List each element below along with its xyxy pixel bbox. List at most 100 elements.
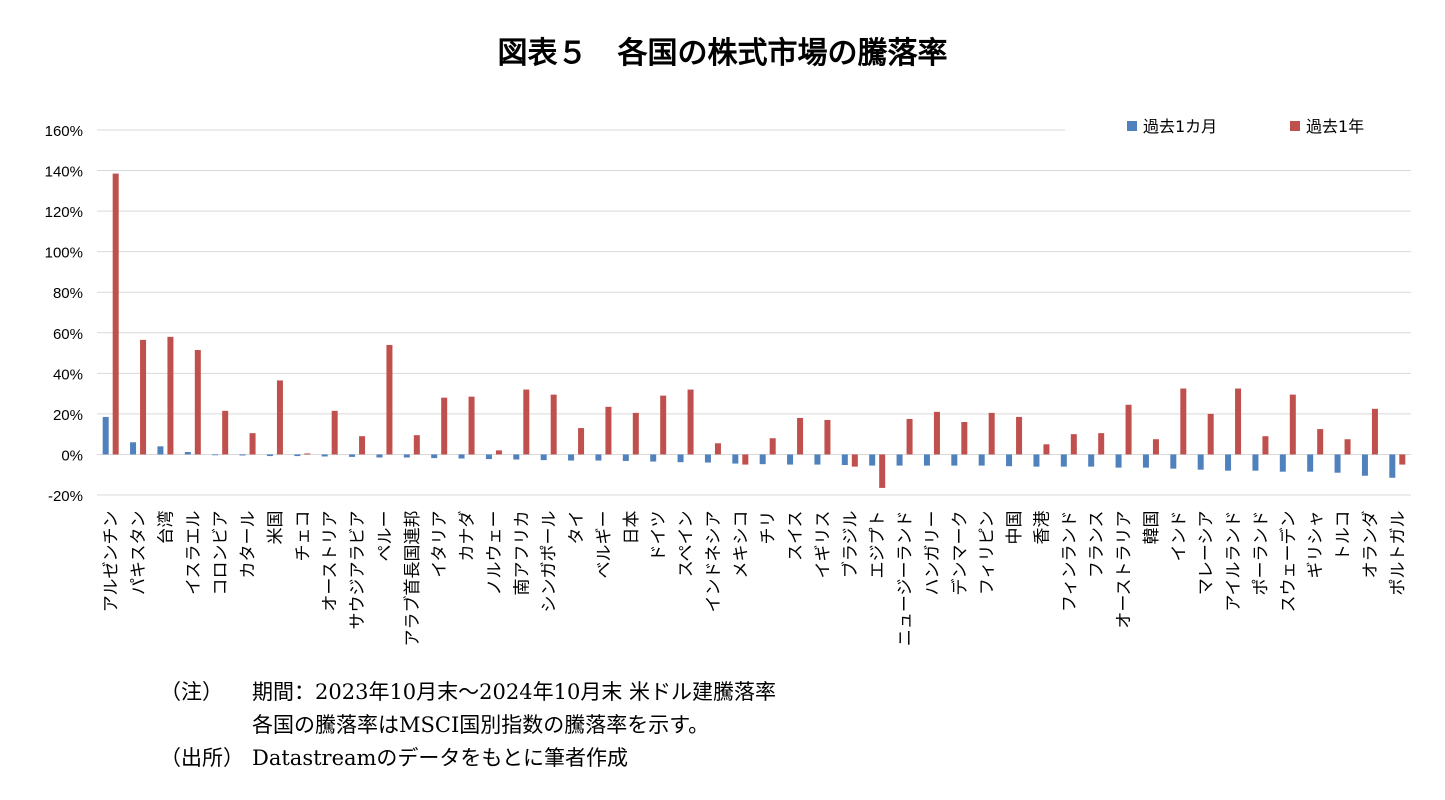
bar-1year	[687, 389, 694, 455]
x-tick-label: ポーランド	[1251, 510, 1271, 595]
bar-1year	[249, 433, 256, 455]
x-tick-label: イタリア	[430, 510, 450, 577]
bar-1year	[988, 412, 995, 455]
x-tick-label: インド	[1169, 510, 1189, 561]
bar-1month	[431, 454, 438, 459]
note-description: 各国の騰落率はMSCI国別指数の騰落率を示す。	[252, 713, 710, 737]
bar-1year	[1152, 439, 1159, 455]
bar-1year	[359, 436, 366, 455]
bar-1month	[540, 454, 547, 461]
bar-1year	[1016, 416, 1023, 455]
bar-1month	[923, 454, 930, 466]
x-tick-label: オーストラリア	[1115, 510, 1135, 628]
x-tick-label: 中国	[1005, 510, 1025, 544]
x-tick-label: トルコ	[1334, 510, 1354, 561]
bar-1year	[769, 438, 776, 455]
gridlines	[97, 129, 1411, 496]
bar-1year	[386, 344, 393, 455]
bar-1month	[978, 454, 985, 466]
source-text: Datastreamのデータをもとに筆者作成	[252, 746, 629, 770]
bar-1year	[1262, 436, 1269, 455]
x-tick-label: ニュージーランド	[896, 510, 916, 646]
bar-1month	[1115, 454, 1122, 468]
x-tick-label: フランス	[1087, 510, 1107, 578]
bar-1year	[879, 454, 886, 488]
x-tick-label: カナダ	[458, 510, 478, 561]
x-tick-label: スペイン	[677, 510, 697, 577]
x-tick-label: アラブ首長国連邦	[402, 510, 423, 646]
bar-1month	[841, 454, 848, 465]
x-tick-label: オーストリア	[321, 510, 341, 611]
bar-1year	[714, 443, 721, 455]
legend-label: 過去1カ月	[1143, 117, 1217, 136]
bar-1year	[1317, 429, 1324, 455]
x-tick-label: エジプト	[868, 510, 888, 578]
x-tick-label: インドネシア	[704, 510, 724, 612]
bar-1month	[1307, 454, 1314, 472]
bar-1year	[167, 336, 174, 455]
bar-1year	[961, 422, 968, 455]
bar-1month	[1170, 454, 1177, 469]
x-tick-label: フィンランド	[1060, 510, 1080, 612]
bar-1year	[441, 397, 448, 455]
x-tick-label: ドイツ	[649, 510, 669, 561]
bar-chart: -20% 0% 20% 40% 60% 80% 100% 120% 140% 160% アルゼンチ…	[45, 117, 1411, 646]
bar-1year	[797, 417, 804, 455]
bar-1month	[458, 454, 465, 459]
bar-1month	[403, 454, 410, 458]
bar-1month	[1006, 454, 1013, 467]
bar-1year	[851, 454, 858, 467]
bar-1year	[304, 453, 311, 455]
x-tick-label: ブラジル	[840, 510, 861, 578]
note-label: （注）	[160, 680, 223, 704]
x-tick-label: 米国	[266, 510, 286, 544]
legend-label: 過去1年	[1306, 117, 1364, 136]
x-tick-label: ポルトガル	[1388, 510, 1408, 595]
bar-1year	[495, 450, 502, 455]
y-tick-label: 0%	[61, 447, 83, 464]
bar-1year	[1125, 404, 1132, 455]
bar-1month	[622, 454, 629, 461]
x-tick-label: マレーシア	[1197, 510, 1217, 595]
x-tick-label: サウジアラビア	[348, 510, 368, 629]
bar-1year	[933, 411, 940, 455]
bar-1month	[595, 454, 602, 461]
bar-1month	[376, 454, 383, 458]
chart-title: 図表５ 各国の株式市場の騰落率	[497, 36, 948, 71]
x-tick-label: デンマーク	[949, 510, 970, 595]
x-axis-labels: アルゼンチン パキスタン 台湾 イスラエル コロンビア カタール 米国 チェコ オーストリア サウ…	[102, 510, 1409, 646]
x-tick-label: コロンビア	[211, 510, 231, 595]
x-tick-label: スイス	[786, 510, 806, 561]
bar-1year	[824, 419, 831, 455]
bar-1month	[485, 454, 492, 460]
bar-1month	[1033, 454, 1040, 467]
bar-1month	[677, 454, 684, 463]
bar-1year	[523, 389, 530, 455]
bar-1month	[896, 454, 903, 466]
bar-1year	[550, 394, 557, 455]
bar-1month	[1197, 454, 1204, 470]
bar-1year	[1235, 388, 1242, 455]
bar-1month	[102, 416, 109, 455]
bar-1month	[759, 454, 766, 465]
bar-1year	[1344, 439, 1351, 455]
bar-1year	[140, 339, 147, 455]
x-tick-label: ハンガリー	[923, 510, 943, 595]
bar-1month	[1334, 454, 1341, 473]
note-period: 期間：2023年10月末～2024年10月末 米ドル建騰落率	[252, 680, 777, 704]
bar-1month	[1252, 454, 1259, 471]
legend-swatch	[1127, 121, 1137, 131]
x-tick-label: イギリス	[813, 510, 833, 578]
x-tick-label: オランダ	[1361, 510, 1381, 578]
bar-1year	[1207, 413, 1214, 455]
bar-1month	[513, 454, 520, 460]
x-tick-label: 台湾	[156, 510, 176, 544]
bar-1month	[1060, 454, 1067, 467]
bar-1month	[1225, 454, 1232, 471]
x-tick-label: シンガポール	[540, 510, 560, 612]
bar-1year	[276, 380, 283, 455]
bar-1year	[222, 410, 229, 455]
bar-1year	[660, 395, 667, 455]
x-tick-label: ノルウェー	[485, 510, 505, 595]
bar-1year	[1399, 454, 1406, 465]
